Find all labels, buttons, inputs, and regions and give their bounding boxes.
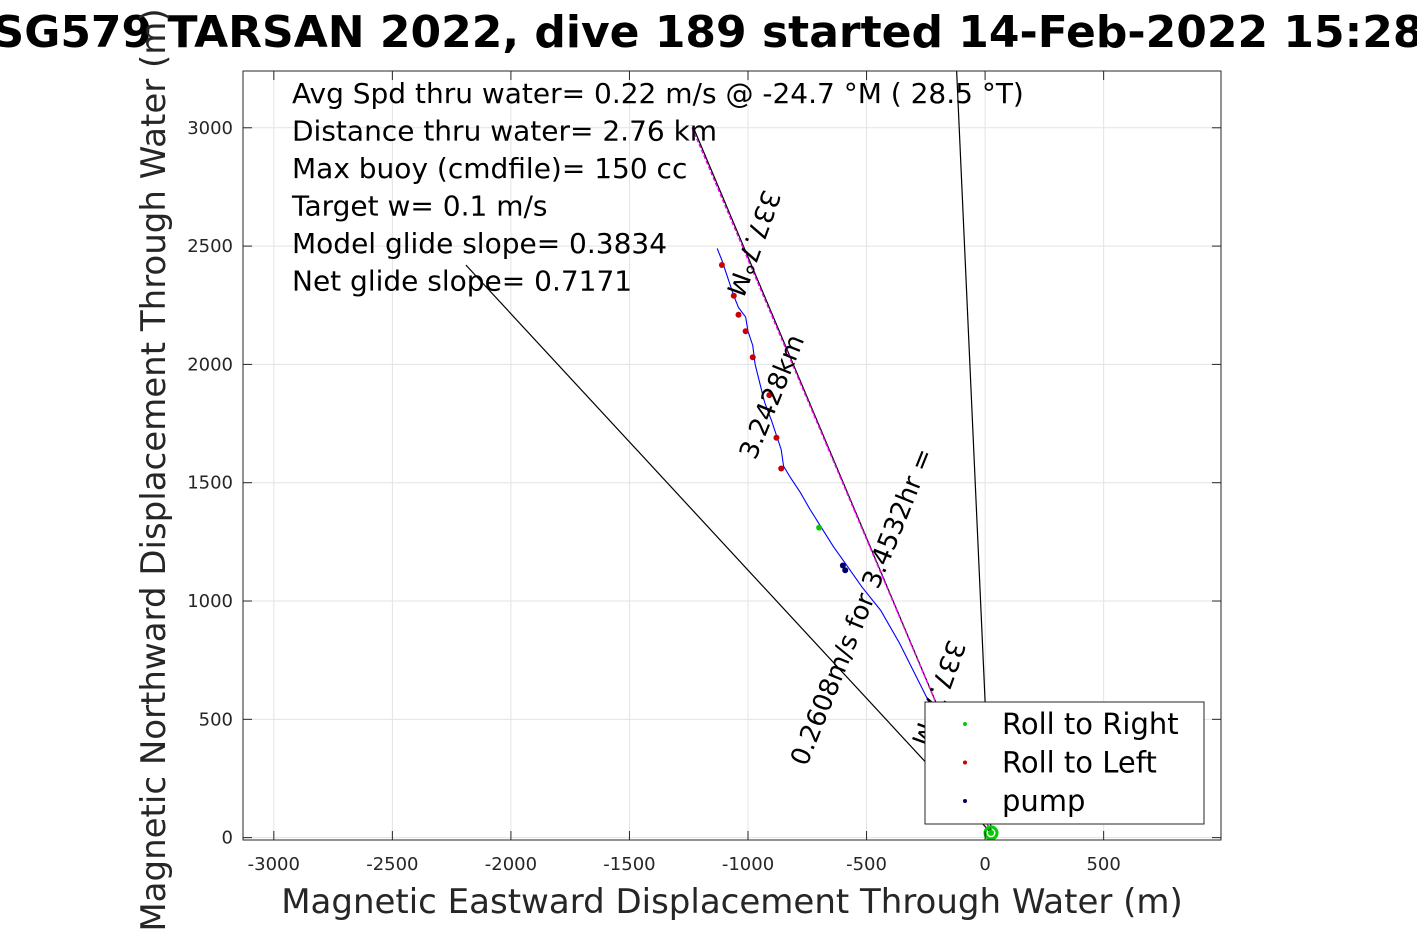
legend-label: Roll to Right (1002, 707, 1179, 741)
y-tick-label: 1000 (187, 591, 233, 612)
data-point (816, 524, 823, 531)
grid-lines (243, 71, 1221, 840)
data-point (735, 311, 742, 318)
track-line (716, 248, 992, 834)
data-point (718, 262, 725, 269)
x-tick-label: -1000 (722, 854, 774, 875)
data-point (778, 465, 785, 472)
data-point (742, 328, 749, 335)
x-tick-label: -2000 (485, 854, 537, 875)
x-tick-label: -1500 (603, 854, 655, 875)
x-tick-label: -500 (846, 854, 887, 875)
x-tick-label: 500 (1086, 854, 1120, 875)
stats-annotation: Target w= 0.1 m/s (291, 190, 548, 223)
data-point (749, 354, 756, 361)
y-axis-label: Magnetic Northward Displacement Through … (134, 8, 174, 931)
legend-box (924, 701, 1205, 825)
y-tick-label: 2500 (187, 236, 233, 257)
x-tick-label: -2500 (366, 854, 418, 875)
x-tick-label: -3000 (248, 854, 300, 875)
x-tick-label: 0 (979, 854, 990, 875)
stats-annotation: Model glide slope= 0.3834 (292, 227, 667, 260)
data-point (773, 434, 780, 441)
stats-annotation: Avg Spd thru water= 0.22 m/s @ -24.7 °M … (292, 77, 1024, 110)
data-point (766, 392, 773, 399)
legend-marker (963, 799, 967, 803)
x-axis-label: Magnetic Eastward Displacement Through W… (281, 882, 1183, 922)
data-point (842, 567, 849, 574)
y-tick-label: 500 (199, 709, 233, 730)
chart-title: SG579 TARSAN 2022, dive 189 started 14-F… (0, 7, 1417, 58)
stats-annotation: Max buoy (cmdfile)= 150 cc (292, 152, 687, 185)
y-tick-label: 3000 (187, 118, 233, 139)
reference-line (465, 264, 992, 834)
data-point (730, 292, 737, 299)
heading-annotation: 337.7°M (720, 186, 786, 300)
annotations: Avg Spd thru water= 0.22 m/s @ -24.7 °M … (291, 77, 1024, 298)
legend-label: Roll to Left (1002, 746, 1157, 780)
legend-label: pump (1002, 784, 1085, 818)
legend-marker (963, 722, 967, 726)
stats-annotation: Net glide slope= 0.7171 (292, 265, 632, 298)
y-tick-label: 2000 (187, 354, 233, 375)
legend: Roll to Right Roll to Left pump (924, 701, 1205, 825)
y-tick-label: 0 (222, 828, 233, 849)
data-layer (465, 70, 999, 841)
data-point (988, 829, 995, 836)
data-point (839, 562, 846, 569)
plot-frame (242, 70, 1222, 841)
y-tick-label: 1500 (187, 473, 233, 494)
stats-annotation: Distance thru water= 2.76 km (292, 115, 717, 148)
heading-annotation: 3.2428km (734, 330, 811, 463)
axis-ticks: -3000 -2500 -2000 -1500 -1000 -500 0 500 0 500 100… (187, 71, 1221, 875)
legend-marker (963, 760, 967, 765)
